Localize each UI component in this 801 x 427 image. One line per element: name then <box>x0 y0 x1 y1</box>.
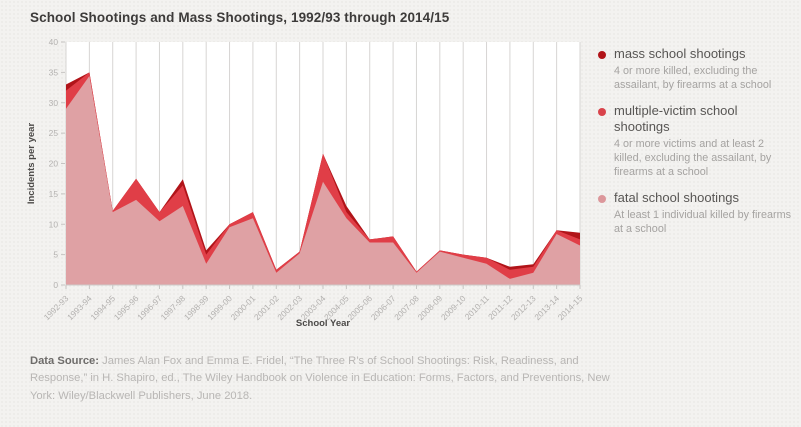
x-tick-label: 2009-10 <box>439 293 468 322</box>
legend-label: mass school shootings <box>614 46 746 61</box>
legend-label: multiple-victim school shootings <box>614 102 738 134</box>
legend-description: 4 or more killed, excluding the assailan… <box>614 64 772 91</box>
chart-area: 0 5 10 15 20 25 30 35 40 1992-93 1993-94 1994-95 199… <box>24 30 590 355</box>
x-tick-label: 2010-11 <box>463 293 492 322</box>
legend-dot-icon <box>598 107 606 116</box>
y-tick-label: 10 <box>49 219 59 229</box>
legend-description: At least 1 individual killed by firearms… <box>614 208 792 235</box>
area-fatal-school-shootings <box>66 76 580 285</box>
legend-item-multiple-victim-school-shootings: multiple-victim school shootings 4 or mo… <box>598 103 794 179</box>
chart-title: School Shootings and Mass Shootings, 199… <box>30 10 450 25</box>
y-tick-label: 25 <box>49 128 59 138</box>
legend-item-fatal-school-shootings: fatal school shootings At least 1 indivi… <box>598 190 794 236</box>
legend: mass school shootings 4 or more killed, … <box>598 46 794 247</box>
legend-item-mass-school-shootings: mass school shootings 4 or more killed, … <box>598 46 794 92</box>
x-tick-label: 2014-15 <box>556 293 585 322</box>
area-multiple-victim-school-shootings <box>66 72 580 286</box>
y-tick-label: 40 <box>49 37 59 47</box>
data-source-note: Data Source: James Alan Fox and Emma E. … <box>30 353 612 405</box>
x-axis-title: School Year <box>296 318 351 329</box>
data-source-text: James Alan Fox and Emma E. Fridel, “The … <box>30 355 610 402</box>
y-axis-title: Incidents per year <box>26 123 37 205</box>
y-tick-label: 0 <box>53 280 58 290</box>
y-tick-label: 35 <box>49 67 59 77</box>
chart-svg: 05101520253035401992-931993-941994-95199… <box>26 37 585 329</box>
y-tick-label: 30 <box>49 98 59 108</box>
legend-label: fatal school shootings <box>614 189 740 205</box>
y-tick-label: 5 <box>53 250 58 260</box>
legend-dot-icon <box>598 51 606 59</box>
legend-description: 4 or more victims and at least 2 killed,… <box>614 137 772 178</box>
y-tick-label: 20 <box>49 159 59 169</box>
legend-dot-icon <box>598 194 606 203</box>
data-source-label: Data Source: <box>30 355 100 367</box>
y-tick-label: 15 <box>49 189 59 199</box>
